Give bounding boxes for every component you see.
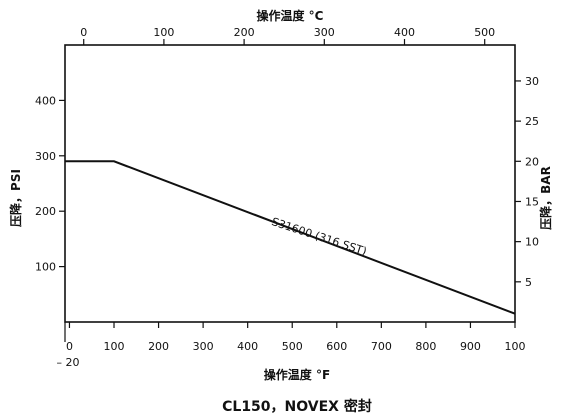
x-top-tick-label-4: 400 [394, 26, 415, 39]
x-bottom-tick-label-2: 200 [148, 340, 169, 353]
x-top-axis-title: 操作温度 °C [257, 8, 324, 23]
x-bottom-tick-label-3: 300 [193, 340, 214, 353]
x-bottom-tick-label-0: 0 [66, 340, 73, 353]
x-bottom-tick-label-1: 100 [104, 340, 125, 353]
y-right-tick-label-2: 15 [525, 195, 539, 208]
y-right-tick-label-3: 20 [525, 155, 539, 168]
y-left-axis-title: 压降，PSI [8, 169, 23, 227]
x-bottom-tick-label-8: 800 [415, 340, 436, 353]
x-bottom-tick-label-5: 500 [282, 340, 303, 353]
x-bottom-tick-label-6: 600 [326, 340, 347, 353]
x-top-tick-label-0: 0 [80, 26, 87, 39]
y-right-axis-title: 压降，BAR [538, 166, 553, 230]
y-right-tick-label-1: 10 [525, 236, 539, 249]
series-line-0 [65, 160, 516, 315]
x-bottom-axis-title: 操作温度 °F [264, 367, 330, 382]
y-left-tick-label-1: 200 [35, 205, 56, 218]
x-bottom-tick-label-7: 700 [371, 340, 392, 353]
chart-caption: CL150，NOVEX 密封 [222, 398, 372, 415]
x-bottom-extra-tick-label: – 20 [57, 356, 80, 369]
y-left-tick-label-2: 300 [35, 150, 56, 163]
y-left-tick-label-3: 400 [35, 94, 56, 107]
x-top-tick-label-2: 200 [234, 26, 255, 39]
y-right-tick-label-4: 25 [525, 115, 539, 128]
x-top-tick-label-1: 100 [153, 26, 174, 39]
x-bottom-tick-label-10: 100 [505, 340, 526, 353]
x-bottom-tick-label-4: 400 [237, 340, 258, 353]
y-right-tick-label-0: 5 [525, 276, 532, 289]
y-right-tick-label-5: 30 [525, 75, 539, 88]
x-top-tick-label-5: 500 [474, 26, 495, 39]
plot-frame [64, 44, 516, 323]
x-top-tick-label-3: 300 [314, 26, 335, 39]
y-left-tick-label-0: 100 [35, 261, 56, 274]
x-bottom-tick-label-9: 900 [460, 340, 481, 353]
